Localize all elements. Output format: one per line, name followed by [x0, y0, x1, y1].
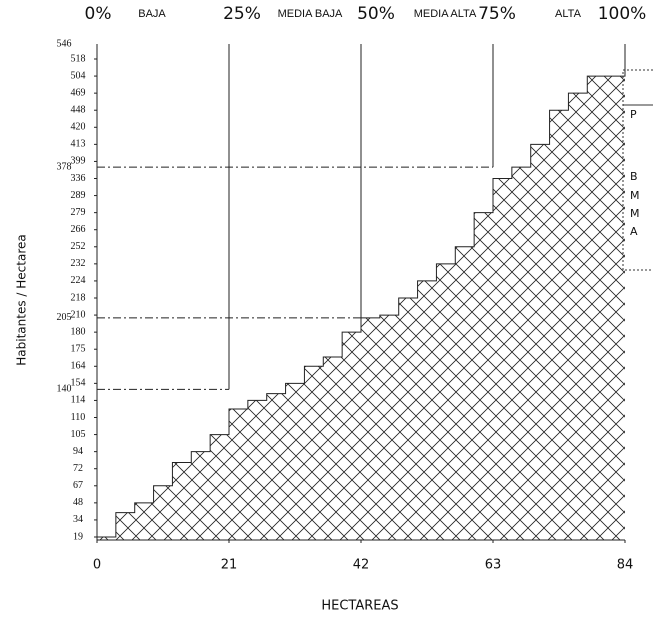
legend-fragment: M: [630, 207, 640, 220]
y-tick-label: 34: [73, 514, 83, 525]
x-axis-label: HECTAREAS: [321, 599, 398, 614]
y-axis-label: Habitantes / Hectarea: [15, 234, 29, 365]
x-tick-label: 63: [485, 558, 502, 573]
top-label: 0%: [85, 4, 112, 24]
y-tick-label: 289: [71, 190, 86, 201]
y-tick-label: 19: [73, 531, 83, 542]
step-line: [97, 44, 626, 538]
top-label: MEDIA ALTA: [414, 8, 477, 20]
y-tick-label: 518: [71, 53, 86, 64]
top-label: 75%: [478, 4, 516, 24]
y-tick-label: 279: [71, 207, 86, 218]
x-tick-label: 42: [353, 558, 370, 573]
y-tick-label: 224: [71, 275, 86, 286]
x-tick-label: 21: [221, 558, 238, 573]
y-tick-label: 164: [71, 361, 86, 372]
x-tick-label: 84: [617, 558, 634, 573]
y-tick-label: 218: [71, 292, 86, 303]
top-label: BAJA: [138, 8, 166, 20]
y-tick-label: 105: [71, 429, 86, 440]
top-label: MEDIA BAJA: [278, 8, 343, 20]
y-tick-label: 266: [71, 224, 86, 235]
y-tick-label: 232: [71, 258, 86, 269]
top-label: 50%: [357, 4, 395, 24]
y-tick-label: 252: [71, 241, 86, 252]
y-tick-label: 413: [71, 139, 86, 150]
legend-fragment: A: [630, 225, 638, 238]
y-tick-label: 67: [73, 480, 83, 491]
ref-label: 205: [57, 312, 72, 323]
y-tick-label: 448: [71, 105, 86, 116]
y-tick-label: 399: [71, 156, 86, 167]
ref-label: 378: [57, 161, 72, 172]
y-max-label: 546: [57, 38, 72, 49]
top-label: 100%: [598, 4, 647, 24]
legend-fragment: B: [630, 170, 638, 183]
y-tick-label: 420: [71, 122, 86, 133]
legend-fragment: M: [630, 189, 640, 202]
y-tick-label: 210: [71, 309, 86, 320]
y-tick-label: 114: [71, 395, 86, 406]
ref-label: 140: [57, 384, 72, 395]
y-tick-label: 48: [73, 497, 83, 508]
x-tick-label: 0: [93, 558, 101, 573]
y-tick-label: 175: [71, 344, 86, 355]
y-tick-label: 504: [71, 70, 86, 81]
y-tick-label: 180: [71, 326, 86, 337]
y-tick-label: 336: [71, 173, 86, 184]
top-label: ALTA: [555, 8, 582, 20]
y-tick-label: 72: [73, 463, 83, 474]
y-tick-label: 469: [71, 87, 86, 98]
legend-box: [622, 69, 653, 271]
y-tick-label: 154: [71, 378, 86, 389]
y-tick-label: 94: [73, 446, 83, 457]
y-tick-label: 110: [71, 412, 86, 423]
legend-fragment: P: [630, 108, 637, 121]
top-label: 25%: [223, 4, 261, 24]
